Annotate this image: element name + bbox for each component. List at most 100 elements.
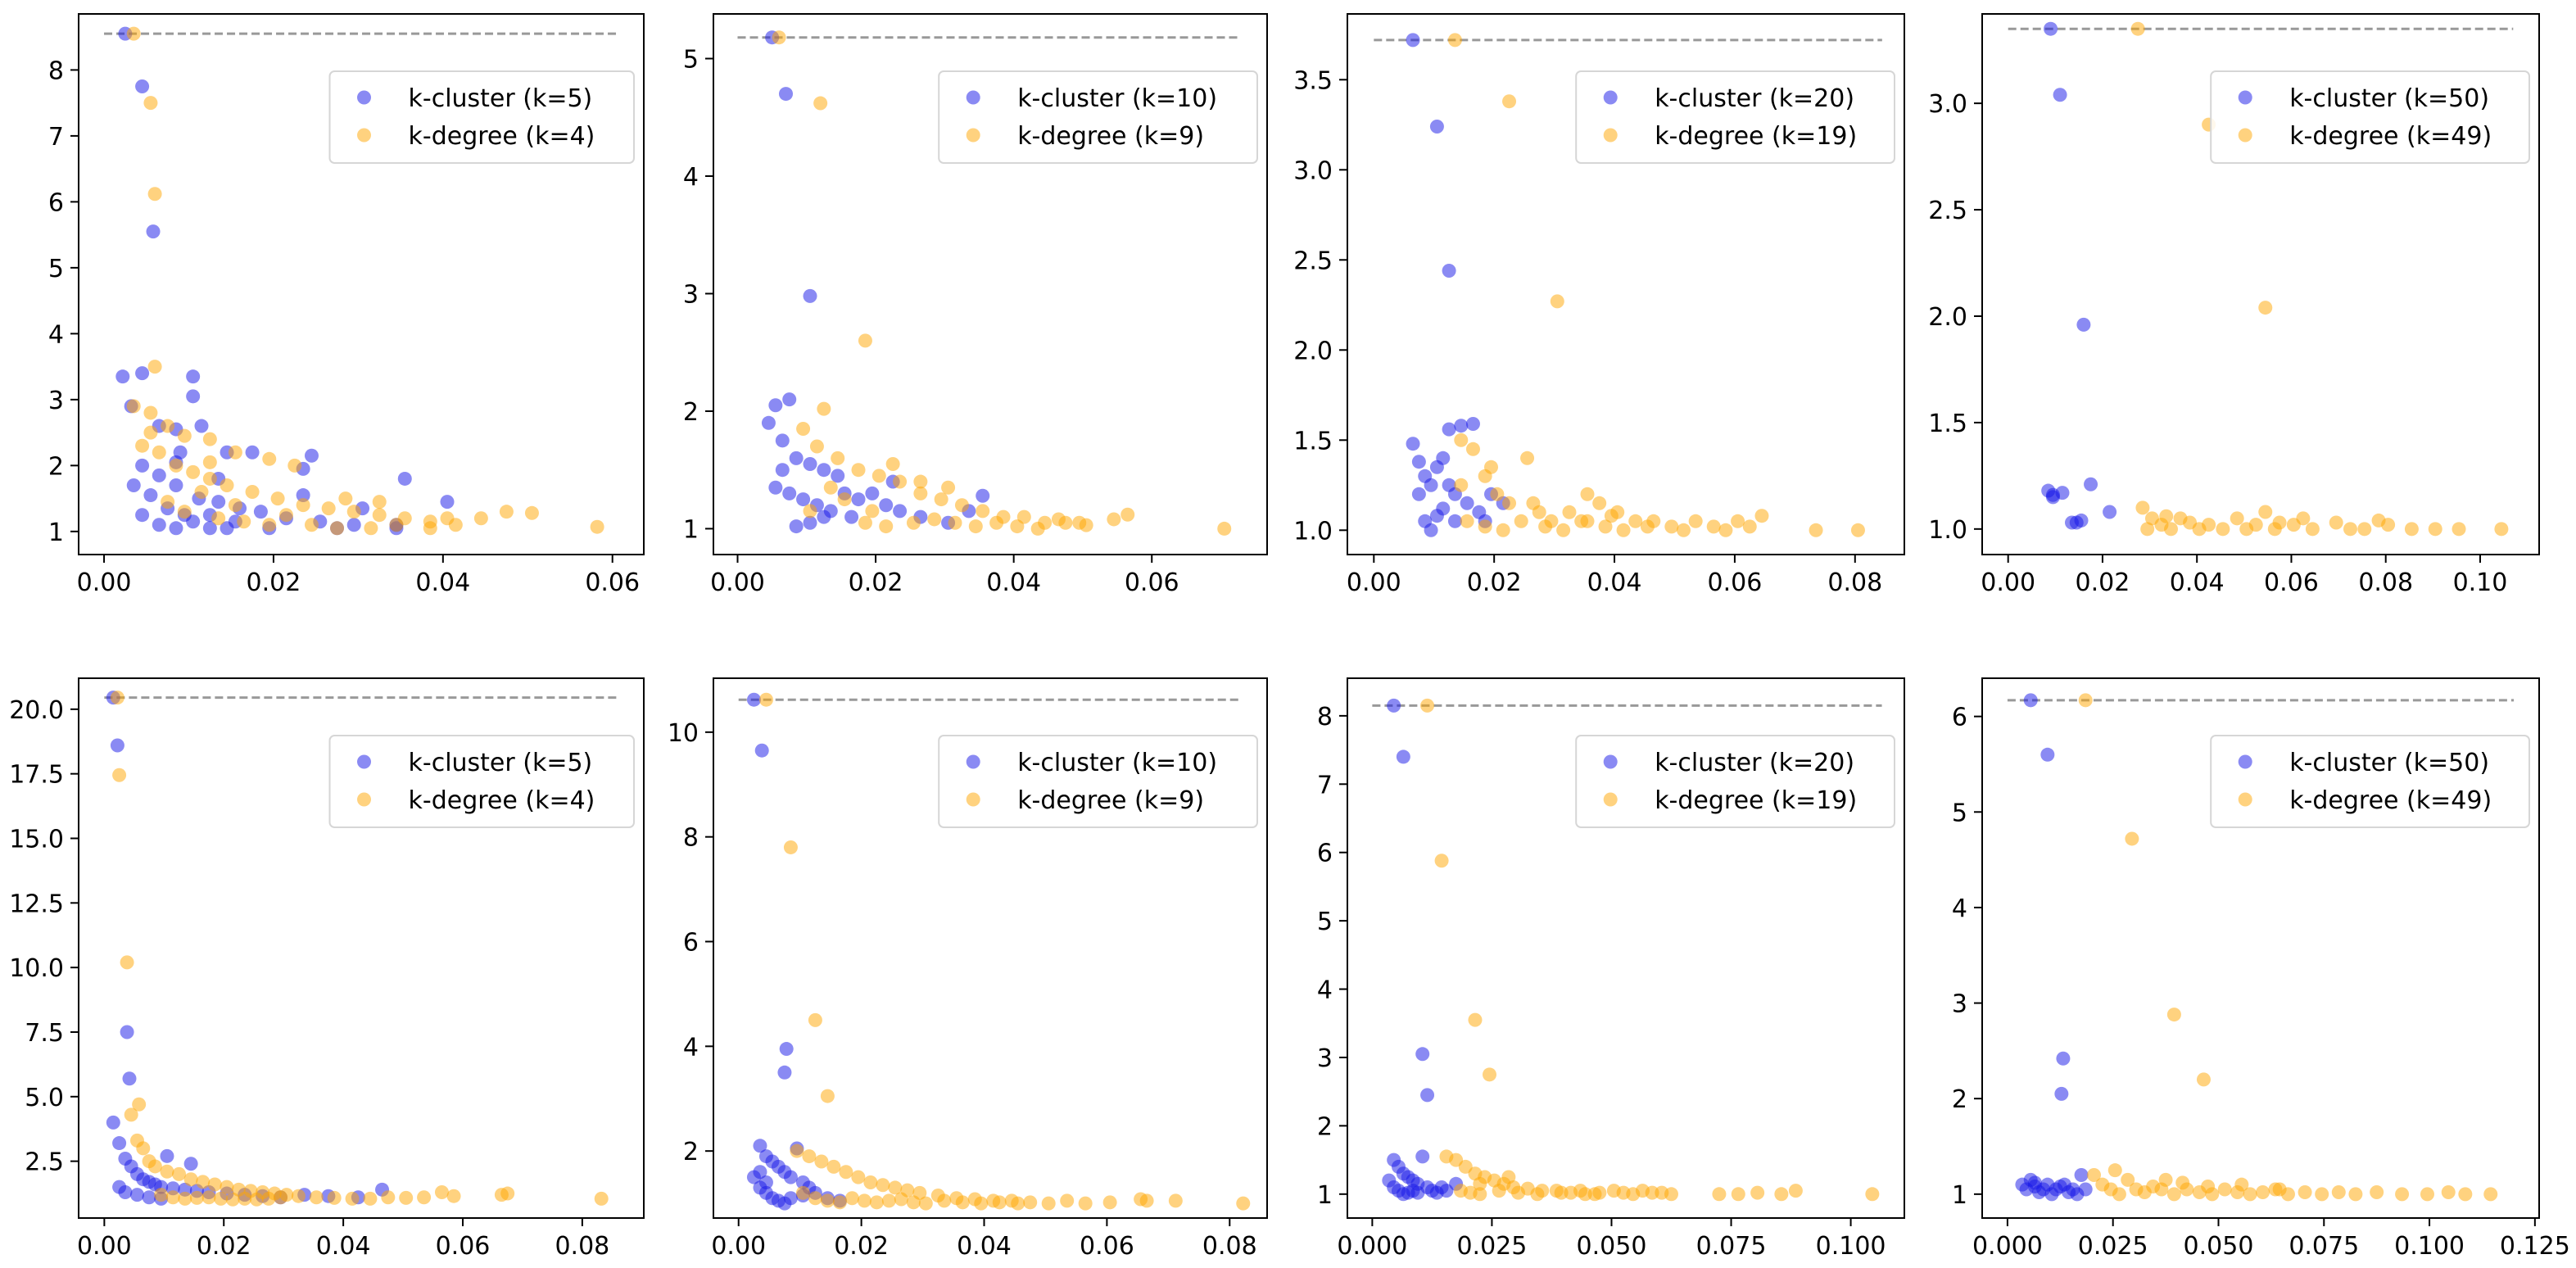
scatter-point xyxy=(2258,505,2273,519)
legend-label: k-degree (k=9) xyxy=(1017,122,1204,151)
x-tick-label: 0.00 xyxy=(77,1232,132,1261)
scatter-point xyxy=(823,480,838,495)
y-tick-label: 1.5 xyxy=(1293,427,1333,455)
x-tick-label: 0.08 xyxy=(2358,568,2413,597)
scatter-point xyxy=(803,457,817,472)
scatter-point xyxy=(1750,1185,1765,1200)
scatter-point xyxy=(2053,88,2067,102)
scatter-point xyxy=(2230,511,2244,526)
scatter-point xyxy=(2201,1180,2216,1194)
x-tick-label: 0.04 xyxy=(2170,568,2225,597)
scatter-point xyxy=(906,515,921,530)
scatter-point xyxy=(228,445,242,460)
y-tick-label: 10 xyxy=(668,719,699,748)
x-tick-label: 0.02 xyxy=(849,568,903,597)
legend-box xyxy=(1575,70,1895,164)
scatter-point xyxy=(253,505,268,519)
legend-box xyxy=(328,70,635,164)
x-tick-label: 0.04 xyxy=(415,568,470,597)
scatter-point xyxy=(237,514,251,529)
scatter-point xyxy=(802,1149,817,1164)
y-tick-label: 4 xyxy=(1317,976,1333,1005)
scatter-point xyxy=(796,492,811,507)
scatter-point xyxy=(186,369,201,384)
y-tick-label: 2.0 xyxy=(1293,337,1333,365)
scatter-point xyxy=(1688,514,1703,528)
scatter-point xyxy=(1460,496,1474,510)
scatter-point xyxy=(813,96,828,111)
scatter-point xyxy=(1628,514,1643,528)
scatter-point xyxy=(129,1133,144,1148)
legend-box xyxy=(938,70,1258,164)
scatter-point xyxy=(817,463,831,478)
scatter-point xyxy=(1502,94,1517,109)
scatter-point xyxy=(1454,432,1469,447)
scatter-point xyxy=(2166,1008,2181,1022)
legend-marker xyxy=(966,754,980,769)
scatter-point xyxy=(143,96,158,111)
scatter-point xyxy=(754,743,769,758)
scatter-point xyxy=(2027,1175,2042,1190)
scatter-point xyxy=(913,474,928,489)
scatter-point xyxy=(177,428,192,443)
scatter-point xyxy=(779,87,794,102)
chart-panel-8: 0.000 0.025 0.050 0.075 0.100 0.125 1 2 3 4 5 6 k-cl… xyxy=(1952,677,2570,1261)
scatter-point xyxy=(110,738,124,753)
scatter-point xyxy=(2494,522,2509,537)
scatter-point xyxy=(160,1148,174,1163)
y-tick-label: 8 xyxy=(683,824,699,853)
scatter-point xyxy=(2076,317,2091,332)
scatter-point xyxy=(1406,33,1420,48)
scatter-point xyxy=(126,478,141,492)
scatter-point xyxy=(126,399,141,414)
scatter-point xyxy=(274,1190,288,1205)
scatter-point xyxy=(2258,301,2273,315)
y-tick-label: 1.0 xyxy=(1928,516,1967,545)
x-tick-label: 0.04 xyxy=(1587,568,1642,597)
scatter-point xyxy=(753,1139,767,1153)
legend-label: k-cluster (k=10) xyxy=(1017,749,1217,777)
scatter-point xyxy=(399,1190,414,1205)
y-tick-label: 1.5 xyxy=(1928,410,1967,438)
scatter-point xyxy=(304,518,319,532)
scatter-point xyxy=(1809,523,1823,537)
y-tick-label: 3 xyxy=(683,280,699,309)
scatter-point xyxy=(2256,1185,2270,1200)
scatter-point xyxy=(837,492,852,507)
scatter-point xyxy=(761,415,776,430)
scatter-point xyxy=(304,448,319,463)
scatter-point xyxy=(1217,521,1232,536)
chart-panel-5: 0.00 0.02 0.04 0.06 0.08 2.5 5.0 7.5 10.0 12.5 15.… xyxy=(9,677,645,1261)
x-tick-label: 0.08 xyxy=(555,1232,609,1261)
legend: k-cluster (k=10) k-degree (k=9) xyxy=(938,735,1258,828)
y-tick-label: 6 xyxy=(1952,704,1967,732)
scatter-point xyxy=(122,1071,137,1086)
scatter-point xyxy=(782,486,797,500)
legend-marker xyxy=(966,90,980,105)
scatter-point xyxy=(869,1195,884,1210)
scatter-point xyxy=(2243,1187,2257,1202)
scatter-point xyxy=(143,405,158,420)
scatter-point xyxy=(906,1195,921,1210)
scatter-point xyxy=(790,1143,804,1158)
scatter-point xyxy=(937,1193,952,1208)
scatter-point xyxy=(177,505,192,519)
scatter-point xyxy=(1483,1067,1497,1082)
scatter-point xyxy=(2087,1168,2102,1183)
scatter-point xyxy=(346,505,361,519)
scatter-point xyxy=(2078,1182,2093,1197)
x-tick-label: 0.08 xyxy=(1827,568,1882,597)
scatter-point xyxy=(809,439,824,454)
scatter-point xyxy=(1484,460,1499,474)
scatter-point xyxy=(1454,419,1469,433)
scatter-point xyxy=(1387,698,1401,713)
legend: k-cluster (k=50) k-degree (k=49) xyxy=(2210,70,2530,164)
scatter-point xyxy=(296,498,310,513)
y-tick-label: 6 xyxy=(683,929,699,958)
scatter-point xyxy=(2112,1187,2126,1202)
scatter-point xyxy=(169,478,183,492)
legend-box xyxy=(1575,735,1895,828)
scatter-point xyxy=(364,521,378,536)
scatter-point xyxy=(270,491,285,506)
